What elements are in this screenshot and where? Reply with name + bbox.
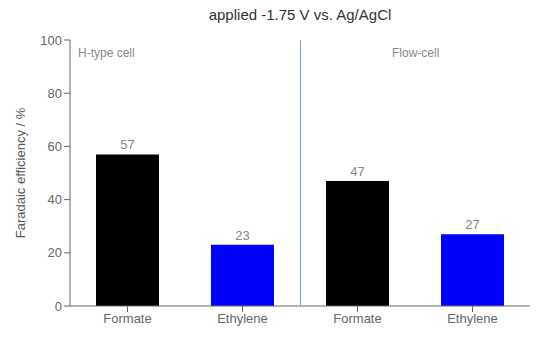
svg-text:80: 80 xyxy=(48,86,62,101)
svg-text:23: 23 xyxy=(235,228,249,243)
svg-text:Ethylene: Ethylene xyxy=(447,311,498,326)
svg-text:27: 27 xyxy=(465,217,479,232)
html-text:applied -1.75 V vs. Ag/AgCl: applied -1.75 V vs. Ag/AgCl xyxy=(208,6,392,23)
svg-text:0: 0 xyxy=(55,299,62,314)
svg-text:Formate: Formate xyxy=(333,311,381,326)
svg-text:57: 57 xyxy=(120,137,134,152)
svg-text:20: 20 xyxy=(48,245,62,260)
svg-text:60: 60 xyxy=(48,139,62,154)
svg-text:Ethylene: Ethylene xyxy=(217,311,268,326)
svg-text:Formate: Formate xyxy=(103,311,151,326)
svg-text:100: 100 xyxy=(40,33,62,48)
html-text:Flow-cell: Flow-cell xyxy=(392,46,440,60)
svg-text:Faradaic efficiency / %: Faradaic efficiency / % xyxy=(13,107,28,238)
svg-text:40: 40 xyxy=(48,192,62,207)
html-text:H-type cell: H-type cell xyxy=(78,46,135,60)
svg-text:47: 47 xyxy=(350,164,364,179)
